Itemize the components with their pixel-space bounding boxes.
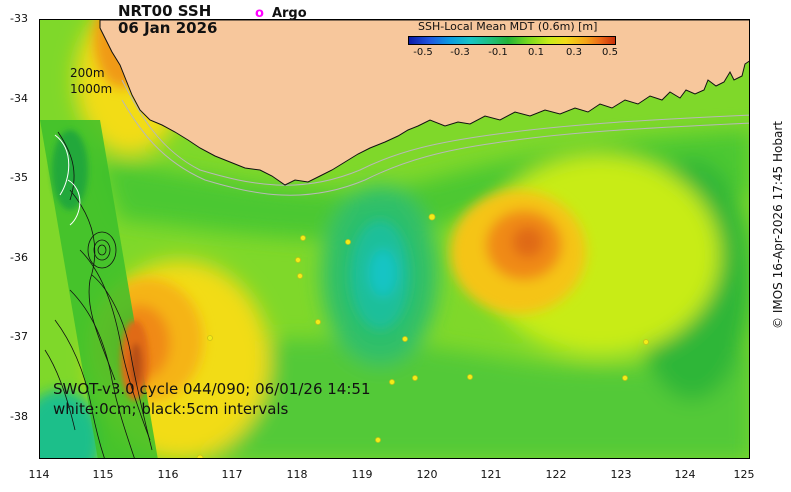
contour-interval-caption: white:0cm; black:5cm intervals bbox=[53, 400, 289, 418]
contour-ring bbox=[93, 239, 111, 261]
latitude-tick: -38 bbox=[10, 410, 28, 423]
latitude-tick: -37 bbox=[10, 330, 28, 343]
imos-credit: © IMOS 16-Apr-2026 17:45 Hobart bbox=[771, 121, 785, 329]
colorbar-title: SSH-Local Mean MDT (0.6m) [m] bbox=[418, 20, 598, 33]
colorbar-tick: -0.3 bbox=[450, 47, 470, 58]
argo-float bbox=[300, 235, 306, 241]
argo-float bbox=[622, 375, 628, 381]
isobath-1000m bbox=[121, 99, 749, 196]
argo-float bbox=[428, 213, 436, 221]
longitude-tick: 125 bbox=[733, 468, 755, 481]
map-plot-area[interactable] bbox=[39, 19, 750, 459]
isobath-200m-label: 200m bbox=[70, 66, 105, 80]
map-canvas bbox=[40, 20, 749, 458]
longitude-tick: 117 bbox=[221, 468, 243, 481]
argo-legend-label: Argo bbox=[271, 6, 307, 21]
contour-line bbox=[57, 131, 75, 201]
argo-float bbox=[345, 239, 351, 245]
cold-eddy-core bbox=[369, 249, 397, 297]
argo-legend-marker: o bbox=[255, 6, 264, 21]
argo-float bbox=[643, 339, 649, 345]
longitude-tick: 119 bbox=[351, 468, 373, 481]
isobath-contours bbox=[121, 79, 749, 196]
longitude-tick: 120 bbox=[416, 468, 438, 481]
zero-contour bbox=[54, 134, 70, 196]
longitude-tick: 122 bbox=[545, 468, 567, 481]
latitude-tick: -36 bbox=[10, 251, 28, 264]
southwest-teal-corner bbox=[40, 390, 100, 458]
longitude-tick: 118 bbox=[286, 468, 308, 481]
argo-float bbox=[207, 335, 213, 341]
colorbar-tick: -0.1 bbox=[488, 47, 508, 58]
swath-white-contours bbox=[54, 134, 81, 226]
argo-float bbox=[196, 454, 204, 458]
swath-black-contours bbox=[44, 131, 153, 458]
longitude-tick: 116 bbox=[157, 468, 179, 481]
argo-float bbox=[412, 375, 418, 381]
swot-swath bbox=[40, 120, 158, 458]
argo-float bbox=[297, 273, 303, 279]
colorbar-tick: 0.5 bbox=[602, 47, 618, 58]
south-green-region bbox=[180, 339, 749, 458]
colorbar-tick: 0.3 bbox=[566, 47, 582, 58]
argo-float-markers bbox=[196, 213, 649, 458]
contour-line bbox=[79, 249, 151, 441]
map-title: NRT00 SSH bbox=[118, 2, 212, 20]
longitude-tick: 121 bbox=[480, 468, 502, 481]
contour-line bbox=[91, 274, 153, 451]
latitude-tick: -33 bbox=[10, 12, 28, 25]
argo-float bbox=[389, 379, 395, 385]
argo-float bbox=[467, 374, 473, 380]
argo-float bbox=[315, 319, 321, 325]
latitude-tick: -34 bbox=[10, 92, 28, 105]
argo-float bbox=[402, 336, 408, 342]
longitude-tick: 114 bbox=[28, 468, 50, 481]
swath-green-core bbox=[52, 130, 88, 210]
longitude-tick: 115 bbox=[92, 468, 114, 481]
colorbar bbox=[408, 36, 616, 45]
longitude-tick: 123 bbox=[610, 468, 632, 481]
colorbar-tick: -0.5 bbox=[413, 47, 433, 58]
swath-dark-core bbox=[130, 343, 142, 387]
argo-float bbox=[295, 257, 301, 263]
colorbar-tick: 0.1 bbox=[528, 47, 544, 58]
latitude-tick: -35 bbox=[10, 171, 28, 184]
map-date: 06 Jan 2026 bbox=[118, 19, 218, 37]
swot-swath-caption: SWOT-v3.0 cycle 044/090; 06/01/26 14:51 bbox=[53, 380, 371, 398]
contour-line bbox=[44, 349, 76, 431]
argo-legend: o Argo bbox=[255, 6, 307, 21]
isobath-1000m-label: 1000m bbox=[70, 82, 113, 96]
zero-contour bbox=[67, 179, 81, 226]
argo-float bbox=[375, 437, 381, 443]
contour-ring bbox=[97, 244, 107, 256]
contour-line bbox=[69, 289, 135, 458]
contour-line bbox=[69, 189, 116, 381]
warm-eddy-center bbox=[512, 226, 544, 258]
longitude-tick: 124 bbox=[674, 468, 696, 481]
contour-ring bbox=[87, 231, 117, 269]
contour-line bbox=[54, 319, 105, 458]
isobath-200m bbox=[121, 79, 749, 186]
land-mass bbox=[99, 20, 749, 186]
